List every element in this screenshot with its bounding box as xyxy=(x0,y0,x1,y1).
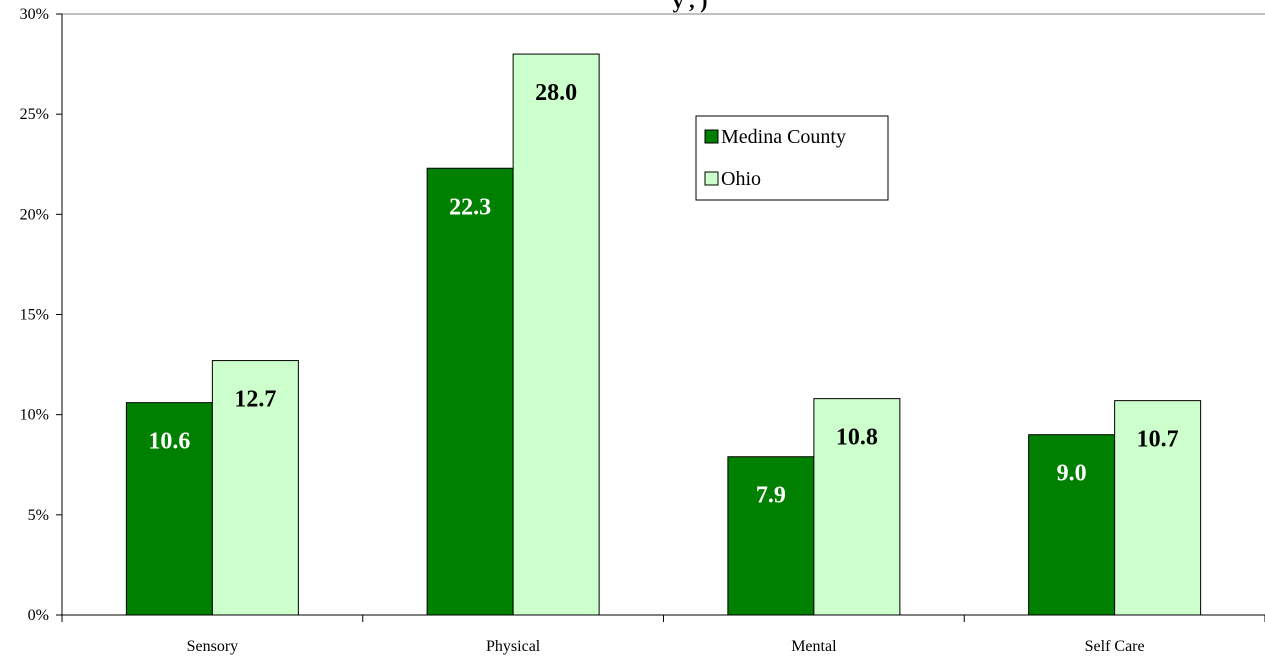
bar xyxy=(512,53,600,616)
y-tick-label: 5% xyxy=(28,507,49,524)
bar xyxy=(813,398,901,616)
data-label: 12.7 xyxy=(234,387,276,413)
data-label: 28.0 xyxy=(535,80,577,106)
data-label: 10.7 xyxy=(1137,427,1179,453)
legend-swatch xyxy=(704,129,719,144)
data-label: 10.6 xyxy=(148,429,190,455)
bar xyxy=(125,402,213,616)
y-tick-label: 20% xyxy=(20,206,49,223)
legend-label: Ohio xyxy=(721,168,761,190)
data-label: 22.3 xyxy=(449,194,491,220)
y-tick-label: 30% xyxy=(20,6,49,23)
bar xyxy=(727,456,815,616)
y-tick-label: 25% xyxy=(20,106,49,123)
x-tick-label: Physical xyxy=(486,638,541,655)
y-tick-label: 15% xyxy=(20,307,49,324)
data-labels: 10.6 12.7 22.3 28.0 7.9 10.8 9.0 10.7 xyxy=(148,80,1178,509)
bar xyxy=(1028,434,1116,616)
x-tick-label: Sensory xyxy=(187,638,239,655)
y-tick-label: 10% xyxy=(20,407,49,424)
bar xyxy=(426,167,514,616)
x-tick-label: Mental xyxy=(791,638,837,655)
data-label: 9.0 xyxy=(1057,461,1087,487)
legend: Medina County Ohio xyxy=(695,115,889,201)
bar xyxy=(211,360,299,616)
data-label: 10.8 xyxy=(836,425,878,451)
legend-swatch xyxy=(704,171,719,186)
bar xyxy=(1114,400,1202,616)
bars xyxy=(125,53,1202,616)
data-label: 7.9 xyxy=(756,483,786,509)
legend-box xyxy=(695,115,889,201)
chart-title: y , ) xyxy=(673,0,708,13)
legend-label: Medina County xyxy=(721,126,846,148)
x-tick-label: Self Care xyxy=(1085,638,1145,655)
y-tick-label: 0% xyxy=(28,607,49,624)
